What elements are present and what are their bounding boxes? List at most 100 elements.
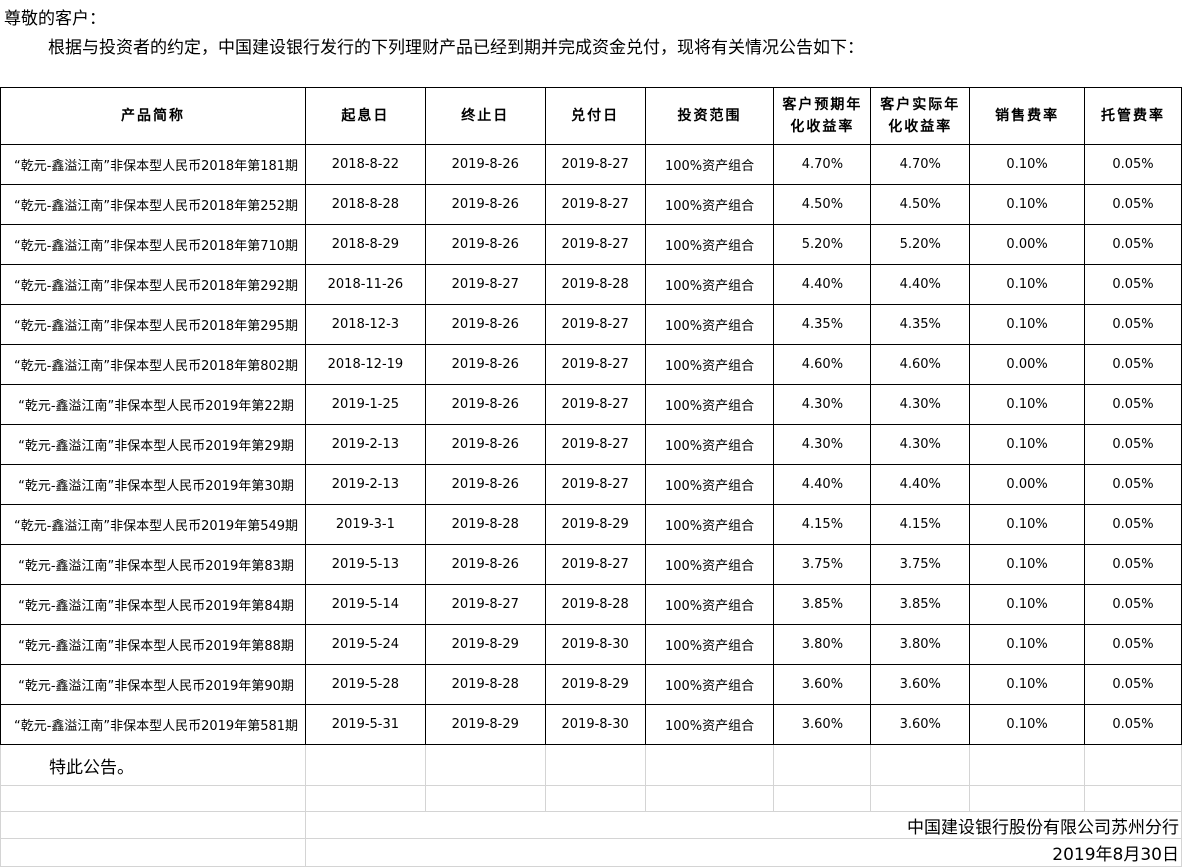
cell-product-name: “乾元-鑫溢江南”非保本型人民币2019年第30期 [0, 464, 306, 505]
cell-actual-yield: 4.70% [870, 144, 971, 185]
header-start-date: 起息日 [304, 87, 426, 145]
table-row: “乾元-鑫溢江南”非保本型人民币2018年第292期 2018-11-26 2019… [0, 264, 1182, 305]
cell-payment-date: 2019-8-27 [544, 144, 646, 185]
header-payment-date: 兑付日 [544, 87, 646, 145]
cell-actual-yield: 4.35% [870, 304, 971, 345]
cell-product-name: “乾元-鑫溢江南”非保本型人民币2019年第83期 [0, 544, 306, 585]
cell-expected-yield: 3.60% [773, 664, 872, 705]
cell-sales-fee: 0.10% [969, 504, 1086, 545]
cell-start-date: 2019-2-13 [304, 424, 426, 465]
cell-custody-fee: 0.05% [1084, 504, 1182, 545]
greeting: 尊敬的客户： [4, 9, 106, 29]
cell-expected-yield: 4.40% [773, 264, 872, 305]
header-end-date: 终止日 [424, 87, 546, 145]
cell-sales-fee: 0.10% [969, 584, 1086, 625]
cell-custody-fee: 0.05% [1084, 264, 1182, 305]
cell-start-date: 2019-5-13 [304, 544, 426, 585]
table-row: “乾元-鑫溢江南”非保本型人民币2018年第710期 2018-8-29 2019-… [0, 224, 1182, 265]
table-row: “乾元-鑫溢江南”非保本型人民币2019年第84期 2019-5-14 2019-8… [0, 584, 1182, 625]
cell-investment-scope: 100%资产组合 [644, 584, 775, 625]
table-row: “乾元-鑫溢江南”非保本型人民币2019年第90期 2019-5-28 2019-8… [0, 664, 1182, 705]
cell-custody-fee: 0.05% [1084, 544, 1182, 585]
cell-expected-yield: 4.40% [773, 464, 872, 505]
table-row: “乾元-鑫溢江南”非保本型人民币2019年第83期 2019-5-13 2019-8… [0, 544, 1182, 585]
table-header-row: 产品简称 起息日 终止日 兑付日 投资范围 客户预期年化收益率 客户实际年化收益率 销售费率托… [0, 87, 1182, 145]
cell-expected-yield: 4.50% [773, 184, 872, 225]
cell-end-date: 2019-8-26 [424, 384, 546, 425]
cell-payment-date: 2019-8-29 [544, 504, 646, 545]
cell-investment-scope: 100%资产组合 [644, 144, 775, 185]
intro-paragraph: 根据与投资者的约定，中国建设银行发行的下列理财产品已经到期并完成资金兑付，现将有… [48, 38, 864, 58]
cell-expected-yield: 3.85% [773, 584, 872, 625]
cell-end-date: 2019-8-26 [424, 344, 546, 385]
cell-expected-yield: 3.60% [773, 704, 872, 745]
cell-payment-date: 2019-8-28 [544, 584, 646, 625]
cell-sales-fee: 0.10% [969, 544, 1086, 585]
cell-expected-yield: 3.80% [773, 624, 872, 665]
cell-actual-yield: 4.15% [870, 504, 971, 545]
products-table: 产品简称 起息日 终止日 兑付日 投资范围 客户预期年化收益率 客户实际年化收益率 销售费率托… [0, 87, 1182, 867]
cell-end-date: 2019-8-26 [424, 544, 546, 585]
cell-end-date: 2019-8-26 [424, 184, 546, 225]
table-row: “乾元-鑫溢江南”非保本型人民币2018年第181期 2018-8-22 2019-… [0, 144, 1182, 185]
cell-expected-yield: 4.15% [773, 504, 872, 545]
cell-start-date: 2019-5-14 [304, 584, 426, 625]
cell-payment-date: 2019-8-27 [544, 224, 646, 265]
cell-sales-fee: 0.00% [969, 344, 1086, 385]
cell-actual-yield: 4.30% [870, 424, 971, 465]
cell-payment-date: 2019-8-27 [544, 384, 646, 425]
cell-end-date: 2019-8-29 [424, 624, 546, 665]
cell-product-name: “乾元-鑫溢江南”非保本型人民币2019年第29期 [0, 424, 306, 465]
notice-text: 特此公告。 [0, 744, 306, 786]
cell-custody-fee: 0.05% [1084, 184, 1182, 225]
cell-end-date: 2019-8-27 [424, 264, 546, 305]
cell-actual-yield: 4.60% [870, 344, 971, 385]
cell-product-name: “乾元-鑫溢江南”非保本型人民币2019年第549期 [0, 504, 306, 545]
cell-payment-date: 2019-8-27 [544, 544, 646, 585]
header-expected-yield: 客户预期年化收益率 [773, 87, 872, 145]
cell-actual-yield: 4.50% [870, 184, 971, 225]
cell-start-date: 2019-1-25 [304, 384, 426, 425]
cell-sales-fee: 0.10% [969, 664, 1086, 705]
cell-expected-yield: 4.35% [773, 304, 872, 345]
cell-payment-date: 2019-8-27 [544, 344, 646, 385]
cell-custody-fee: 0.05% [1084, 224, 1182, 265]
cell-sales-fee: 0.10% [969, 144, 1086, 185]
cell-end-date: 2019-8-26 [424, 224, 546, 265]
table-row: “乾元-鑫溢江南”非保本型人民币2019年第549期 2019-3-1 2019-8… [0, 504, 1182, 545]
cell-actual-yield: 4.40% [870, 464, 971, 505]
table-row: “乾元-鑫溢江南”非保本型人民币2018年第252期 2018-8-28 2019-… [0, 184, 1182, 225]
cell-investment-scope: 100%资产组合 [644, 184, 775, 225]
cell-investment-scope: 100%资产组合 [644, 464, 775, 505]
cell-product-name: “乾元-鑫溢江南”非保本型人民币2018年第802期 [0, 344, 306, 385]
cell-expected-yield: 4.60% [773, 344, 872, 385]
header-actual-yield: 客户实际年化收益率 [870, 87, 971, 145]
cell-start-date: 2019-5-24 [304, 624, 426, 665]
cell-start-date: 2018-8-28 [304, 184, 426, 225]
cell-investment-scope: 100%资产组合 [644, 704, 775, 745]
cell-product-name: “乾元-鑫溢江南”非保本型人民币2019年第581期 [0, 704, 306, 745]
cell-custody-fee: 0.05% [1084, 464, 1182, 505]
cell-investment-scope: 100%资产组合 [644, 544, 775, 585]
cell-product-name: “乾元-鑫溢江南”非保本型人民币2019年第88期 [0, 624, 306, 665]
cell-custody-fee: 0.05% [1084, 304, 1182, 345]
cell-product-name: “乾元-鑫溢江南”非保本型人民币2019年第84期 [0, 584, 306, 625]
cell-product-name: “乾元-鑫溢江南”非保本型人民币2018年第710期 [0, 224, 306, 265]
cell-investment-scope: 100%资产组合 [644, 224, 775, 265]
cell-payment-date: 2019-8-27 [544, 424, 646, 465]
cell-payment-date: 2019-8-27 [544, 184, 646, 225]
cell-sales-fee: 0.00% [969, 464, 1086, 505]
cell-product-name: “乾元-鑫溢江南”非保本型人民币2018年第252期 [0, 184, 306, 225]
cell-end-date: 2019-8-26 [424, 144, 546, 185]
cell-sales-fee: 0.10% [969, 264, 1086, 305]
cell-custody-fee: 0.05% [1084, 144, 1182, 185]
cell-payment-date: 2019-8-28 [544, 264, 646, 305]
cell-end-date: 2019-8-27 [424, 584, 546, 625]
cell-actual-yield: 4.40% [870, 264, 971, 305]
cell-custody-fee: 0.05% [1084, 584, 1182, 625]
cell-expected-yield: 4.30% [773, 424, 872, 465]
cell-product-name: “乾元-鑫溢江南”非保本型人民币2019年第22期 [0, 384, 306, 425]
cell-start-date: 2019-3-1 [304, 504, 426, 545]
header-custody-fee: 托管费率 [1084, 87, 1182, 145]
cell-custody-fee: 0.05% [1084, 344, 1182, 385]
